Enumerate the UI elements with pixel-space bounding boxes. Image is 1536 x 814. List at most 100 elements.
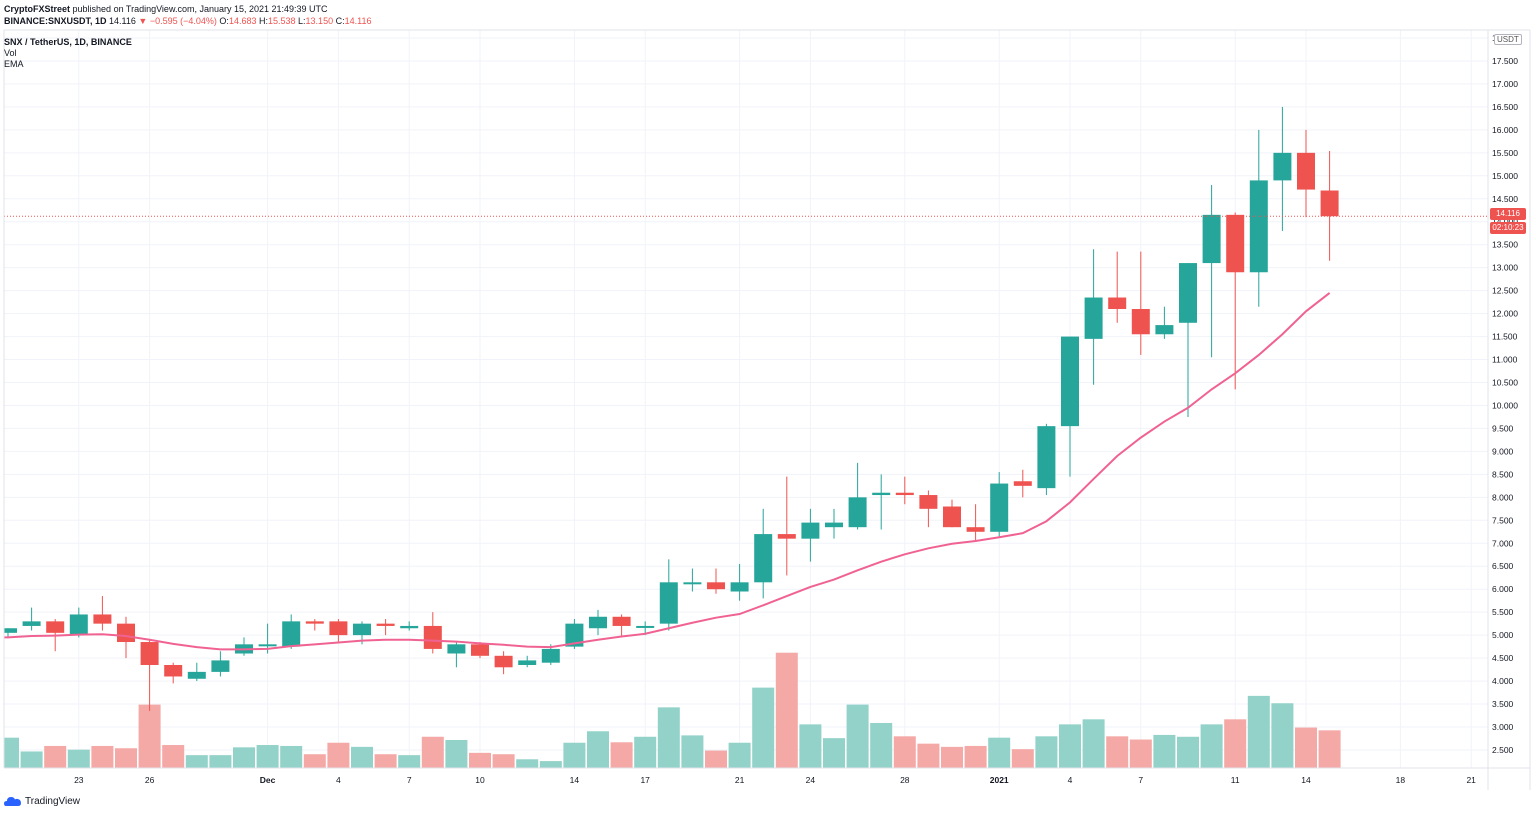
candle-up (1249, 129, 1268, 307)
volume-bar (634, 736, 657, 768)
price-tick-label: 7.000 (1492, 538, 1514, 548)
candle-up (1084, 249, 1103, 385)
volume-bar (1318, 730, 1341, 768)
candle-body (943, 506, 961, 528)
candle-body (1202, 214, 1221, 264)
pair-title[interactable]: SNX / TetherUS, 1D, BINANCE (4, 36, 132, 48)
candle-body (990, 483, 1009, 532)
candle-body (565, 623, 584, 647)
candle-up (69, 607, 88, 638)
candle-body (1273, 152, 1292, 181)
publisher-name[interactable]: CryptoFXStreet (4, 4, 71, 14)
candle-down (612, 614, 631, 638)
time-tick-label: 26 (145, 775, 155, 785)
candle-up (518, 655, 537, 668)
candle-down (164, 662, 183, 684)
price-tick-label: 6.500 (1492, 561, 1514, 571)
tradingview-logo[interactable]: TradingView (4, 795, 80, 807)
candle-down (494, 651, 513, 675)
candle-up (1179, 263, 1197, 417)
vol-indicator-label[interactable]: Vol (4, 48, 17, 58)
candle-body (612, 616, 631, 626)
volume-bar (705, 750, 727, 768)
candle-down (966, 504, 985, 541)
candle-body (1013, 481, 1032, 486)
candle-body (494, 655, 513, 668)
candle-body (1061, 336, 1079, 427)
price-tick-label: 7.500 (1492, 515, 1514, 525)
candle-down (1226, 212, 1245, 390)
candle-down (1297, 129, 1315, 218)
candle-up (683, 568, 702, 592)
price-tick-label: 14.500 (1492, 194, 1518, 204)
volume-bar (1153, 734, 1176, 768)
volume-bar (162, 745, 185, 768)
high-label: H: (258, 16, 268, 26)
price-axis[interactable]: 2.500 3.000 3.500 4.000 4.500 5.000 5.500 6.000… (1492, 33, 1518, 755)
volume-bar (775, 652, 798, 768)
time-tick-label: 21 (1466, 775, 1476, 785)
price-tick-label: 8.000 (1492, 492, 1514, 502)
candle-body (1226, 214, 1245, 273)
candle-down (1320, 150, 1339, 261)
volume-bar (610, 742, 633, 768)
ohlc-line: BINANCE:SNXUSDT, 1D 14.116 ▼ −0.595 (−4.… (4, 15, 371, 27)
candle-down (777, 476, 796, 576)
time-tick-label: 18 (1396, 775, 1406, 785)
candle-body (46, 621, 65, 633)
volume-bar (799, 724, 822, 768)
volume-bar (67, 749, 90, 768)
pair-label: SNX / TetherUS, 1D, BINANCE (4, 37, 132, 47)
candle-body (211, 660, 230, 672)
candle-down (140, 639, 159, 711)
time-tick-label: 14 (1301, 775, 1311, 785)
volume-bar (1082, 719, 1105, 768)
price-change: −0.595 (−4.04%) (149, 16, 217, 26)
volume-bar (20, 751, 43, 768)
tradingview-label: TradingView (25, 795, 81, 807)
candlesticks (0, 106, 1339, 711)
volume-bar (539, 761, 562, 768)
price-tick-label: 13.000 (1492, 263, 1518, 273)
price-tick-label: 17.500 (1492, 56, 1518, 66)
volume-bar (445, 739, 468, 768)
price-tick-label: 11.500 (1492, 332, 1518, 342)
time-tick-label: 7 (407, 775, 412, 785)
time-tick-label: 21 (735, 775, 745, 785)
volume-bar (587, 731, 609, 768)
time-axis[interactable]: 23 26 Dec 4 7 10 14 17 21 24 28 2021 4 7 11 14 18 21 (74, 775, 1476, 785)
candle-body (1155, 325, 1174, 335)
time-tick-label: 4 (1068, 775, 1073, 785)
price-tick-label: 8.500 (1492, 469, 1514, 479)
symbol-label[interactable]: BINANCE:SNXUSDT, 1D (4, 16, 107, 26)
high-value: 15.538 (267, 16, 296, 26)
volume-bar (421, 736, 444, 768)
ema-indicator-label[interactable]: EMA (4, 59, 24, 69)
time-tick-label: 14 (570, 775, 580, 785)
candle-body (69, 614, 88, 636)
open-label: O: (219, 16, 229, 26)
candle-body (376, 623, 395, 626)
volume-bar (752, 687, 775, 768)
price-tick-label: 3.000 (1492, 722, 1514, 732)
time-tick-label: 11 (1231, 775, 1240, 785)
published-text: published on TradingView.com, January 15… (72, 4, 328, 14)
candle-up (825, 508, 843, 539)
candle-up (1202, 184, 1221, 358)
candle-down (376, 619, 395, 636)
volume-bar (1247, 695, 1270, 768)
candle-up (848, 462, 867, 530)
candle-up (187, 662, 206, 682)
candle-body (659, 582, 678, 624)
price-tick-label: 9.500 (1492, 423, 1514, 433)
volume-bar (681, 735, 704, 768)
ema-line (4, 292, 1331, 651)
candle-body (400, 625, 419, 629)
volume-bar (398, 755, 421, 768)
price-tick-label: 12.500 (1492, 286, 1518, 296)
price-tick-label: 5.500 (1492, 607, 1514, 617)
price-tick-label: 4.500 (1492, 653, 1514, 663)
currency-label[interactable]: USDT (1494, 34, 1522, 45)
volume-bar (1035, 736, 1058, 768)
